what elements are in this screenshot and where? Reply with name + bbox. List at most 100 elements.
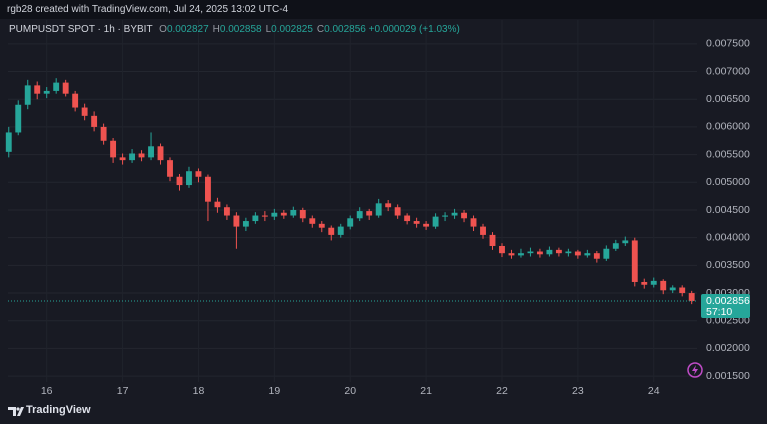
legend-value: 0.002856 (324, 24, 366, 35)
candle-body (24, 85, 31, 105)
legend-key: O (159, 24, 167, 35)
candle-body (527, 251, 534, 254)
candle-body (347, 218, 354, 227)
legend-value: 0.002825 (271, 24, 313, 35)
candle-body (271, 212, 278, 217)
candle-body (205, 176, 211, 202)
y-tick-label: 0.006500 (706, 93, 750, 105)
candle-body (53, 82, 60, 91)
x-tick-label: 20 (344, 385, 356, 397)
y-tick-label: 0.001500 (706, 370, 750, 382)
candle-body (555, 249, 562, 254)
candle-body (536, 251, 543, 255)
x-tick-label: 18 (193, 385, 205, 397)
countdown: 57:10 (706, 306, 732, 318)
legend: PUMPUSDT SPOT · 1h · BYBIT O0.002827 H0.0… (9, 24, 460, 35)
candle-body (375, 203, 382, 216)
x-tick-label: 22 (496, 385, 508, 397)
candle-body (574, 251, 581, 256)
candle-body (214, 201, 221, 208)
candle-body (565, 251, 572, 254)
last-price-tag (701, 294, 750, 319)
candle-body (100, 126, 107, 141)
candle-body (612, 243, 619, 249)
candle-body (72, 93, 79, 108)
candle-body (157, 146, 164, 161)
candle-body (442, 215, 449, 217)
candle-body (337, 226, 344, 235)
candle-body (318, 223, 325, 228)
grid (8, 20, 697, 382)
candle-body (413, 221, 420, 224)
candle-body (129, 153, 136, 161)
candle-body (138, 153, 145, 158)
candle-body (660, 280, 667, 291)
x-tick-label: 19 (268, 385, 280, 397)
candle-body (451, 212, 458, 216)
candle-body (233, 215, 240, 227)
candle-body (499, 245, 505, 254)
candle-body (593, 253, 600, 259)
symbol: PUMPUSDT SPOT · 1h · BYBIT (9, 24, 153, 35)
candle-body (603, 248, 610, 259)
candle-body (518, 253, 524, 256)
candle-body (669, 287, 676, 291)
legend-key: L (265, 24, 272, 35)
legend-key: H (212, 24, 220, 35)
candle-body (470, 218, 477, 227)
candle-body (688, 293, 695, 302)
candle-body (480, 226, 486, 235)
tradingview-logo (8, 407, 24, 416)
legend-key: C (316, 24, 325, 35)
candle-body (15, 104, 22, 133)
candle-body (290, 209, 297, 216)
y-tick-label: 0.004500 (706, 204, 750, 216)
candle-body (404, 215, 411, 222)
credit: rgb28 created with TradingView.com, Jul … (0, 0, 767, 19)
legend-value: 0.002858 (219, 24, 262, 35)
candle-body (489, 234, 496, 246)
candle-body (508, 253, 515, 256)
candle-body (309, 218, 316, 224)
y-tick-label: 0.003500 (706, 259, 750, 271)
candle-body (432, 216, 439, 227)
candle-body (631, 240, 638, 282)
candle-body (261, 215, 268, 217)
x-tick-label: 17 (117, 385, 129, 397)
y-tick-label: 0.006000 (706, 121, 750, 133)
candle-body (167, 160, 173, 177)
candle-body (650, 280, 657, 285)
y-tick-label: 0.005500 (706, 148, 750, 160)
candle-body (176, 176, 183, 186)
candle-body (43, 90, 50, 94)
candle-body (5, 132, 12, 152)
y-tick-label: 0.004000 (706, 231, 750, 243)
x-tick-label: 24 (648, 385, 660, 397)
candle-body (546, 249, 553, 255)
candle-body (119, 157, 126, 161)
candle-body (91, 115, 98, 127)
last-price-label: 0.002856 (706, 295, 750, 307)
candle-body (641, 281, 648, 285)
candle-body (195, 171, 202, 177)
candle-body (148, 146, 154, 158)
candle-body (81, 107, 88, 116)
candle-body (299, 209, 306, 219)
candle-body (356, 211, 363, 219)
x-tick-label: 16 (41, 385, 53, 397)
y-tick-label: 0.007500 (706, 38, 750, 50)
x-tick-label: 23 (572, 385, 584, 397)
legend-value: 0.002827 (166, 24, 209, 35)
candle-body (679, 287, 686, 294)
candle-body (461, 212, 467, 219)
candles (5, 78, 695, 305)
candle-body (186, 171, 192, 186)
y-tick-label: 0.002000 (706, 342, 750, 354)
candle-body (252, 215, 259, 222)
candle-body (34, 85, 41, 94)
candle-body (62, 82, 69, 94)
candle-body (223, 207, 230, 216)
change: +0.000029 (+1.03%) (368, 24, 460, 35)
candle-body (110, 140, 117, 158)
